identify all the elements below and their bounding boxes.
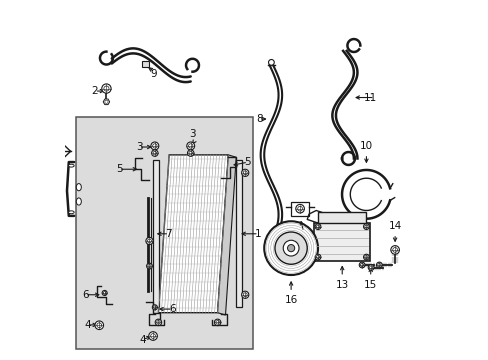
Circle shape [102, 291, 107, 296]
Bar [152, 160, 159, 307]
Circle shape [97, 323, 102, 328]
Text: 4: 4 [84, 320, 91, 330]
Circle shape [367, 265, 373, 270]
Circle shape [151, 150, 158, 156]
Circle shape [287, 244, 294, 252]
Text: 8: 8 [255, 114, 262, 124]
Circle shape [274, 232, 306, 264]
Circle shape [283, 240, 298, 256]
Circle shape [392, 248, 397, 252]
Circle shape [364, 256, 367, 259]
Circle shape [390, 246, 399, 254]
Circle shape [152, 144, 157, 148]
Circle shape [316, 256, 319, 259]
Text: 11: 11 [364, 93, 377, 103]
Text: 16: 16 [284, 295, 297, 305]
Circle shape [147, 239, 151, 243]
Circle shape [377, 264, 380, 266]
Circle shape [295, 204, 304, 213]
Circle shape [104, 100, 108, 103]
Circle shape [359, 262, 364, 268]
Text: 5: 5 [244, 157, 250, 167]
Ellipse shape [68, 164, 74, 167]
Circle shape [268, 59, 274, 65]
Bar [76, 117, 253, 348]
Text: 15: 15 [364, 280, 377, 290]
Circle shape [215, 321, 219, 324]
Ellipse shape [76, 198, 81, 205]
Circle shape [243, 293, 247, 297]
Bar [290, 202, 308, 216]
Text: 10: 10 [359, 141, 372, 151]
Circle shape [95, 321, 103, 329]
Text: 2: 2 [92, 86, 98, 96]
Circle shape [316, 225, 319, 228]
Circle shape [188, 151, 192, 155]
Bar [314, 223, 369, 261]
Circle shape [186, 142, 194, 150]
Circle shape [360, 264, 363, 266]
Circle shape [214, 319, 221, 325]
Text: 9: 9 [150, 69, 157, 79]
Text: 12: 12 [290, 235, 304, 245]
Text: 1: 1 [255, 229, 261, 239]
Text: 13: 13 [335, 280, 348, 290]
Polygon shape [103, 99, 109, 105]
Ellipse shape [76, 184, 81, 191]
Circle shape [103, 292, 106, 294]
Text: 6: 6 [169, 304, 175, 314]
Text: 3: 3 [189, 129, 195, 139]
Text: 6: 6 [82, 290, 88, 300]
Circle shape [146, 263, 152, 269]
Circle shape [241, 291, 248, 298]
Circle shape [363, 224, 368, 229]
Circle shape [147, 265, 151, 267]
Circle shape [152, 305, 157, 310]
Polygon shape [158, 155, 228, 313]
Text: 14: 14 [387, 221, 401, 231]
Bar [317, 212, 366, 223]
Text: 3: 3 [136, 142, 142, 152]
Circle shape [148, 332, 157, 340]
Circle shape [151, 142, 159, 150]
Circle shape [264, 221, 317, 275]
Circle shape [103, 86, 109, 91]
Circle shape [376, 262, 382, 268]
Text: 7: 7 [165, 229, 172, 239]
Text: 4: 4 [139, 336, 146, 346]
Circle shape [241, 169, 248, 176]
Circle shape [102, 84, 111, 93]
Text: 5: 5 [116, 164, 122, 174]
Bar [142, 60, 149, 67]
Circle shape [153, 306, 156, 309]
Circle shape [364, 225, 367, 228]
Circle shape [145, 237, 153, 244]
Circle shape [243, 171, 247, 175]
Circle shape [297, 206, 302, 211]
Circle shape [187, 150, 194, 156]
Circle shape [155, 319, 162, 325]
Circle shape [314, 254, 320, 260]
Ellipse shape [68, 211, 74, 214]
Circle shape [153, 151, 156, 155]
Polygon shape [217, 155, 236, 315]
Circle shape [150, 334, 155, 338]
Circle shape [369, 266, 372, 269]
Circle shape [314, 224, 320, 229]
Bar [236, 160, 242, 307]
Circle shape [363, 254, 368, 260]
Circle shape [156, 321, 160, 324]
Circle shape [188, 144, 192, 148]
